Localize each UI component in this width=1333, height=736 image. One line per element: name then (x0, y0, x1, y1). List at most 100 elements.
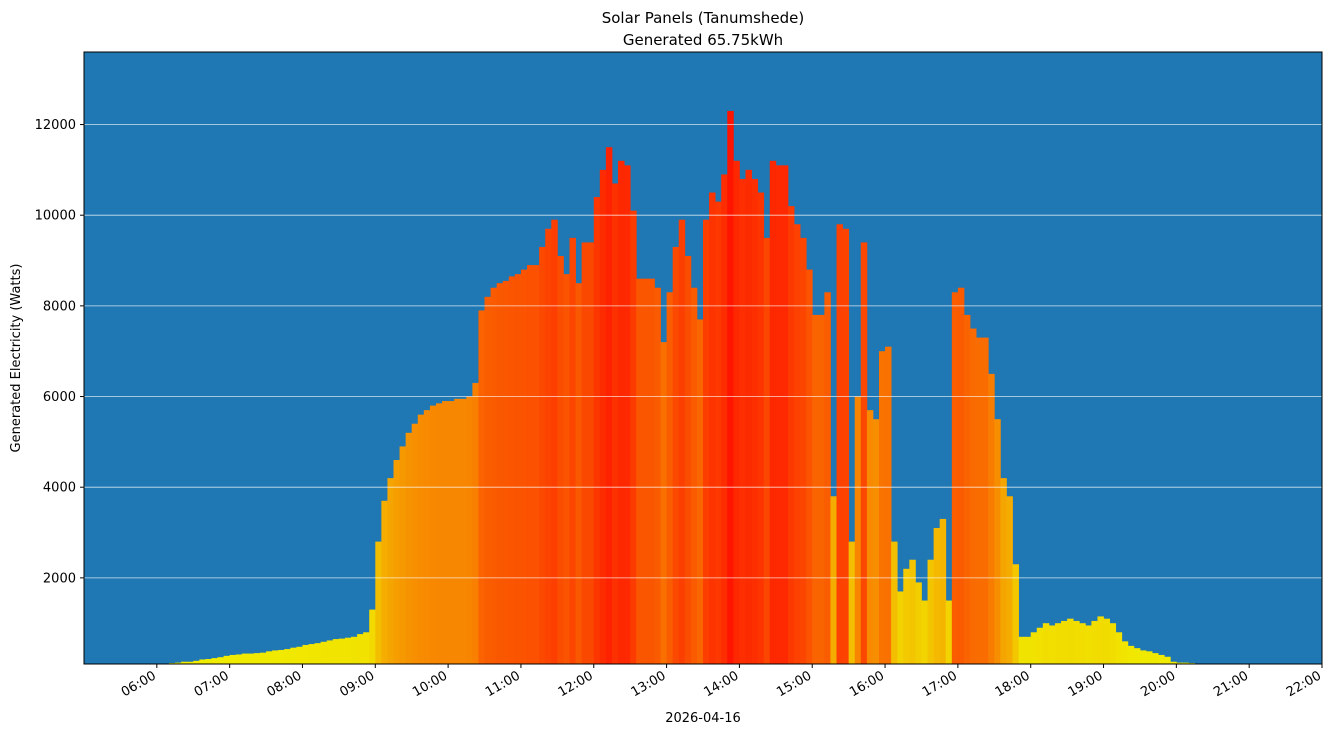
bar (678, 219, 686, 664)
bar (387, 478, 394, 664)
x-tick-label: 17:00 (920, 668, 960, 700)
bar (794, 224, 801, 664)
bar (502, 280, 510, 664)
bar (539, 246, 546, 664)
bar (332, 639, 340, 664)
bar (721, 174, 728, 664)
bar (988, 373, 995, 664)
bar (442, 401, 449, 664)
bar (957, 287, 965, 664)
y-tick-label: 4000 (43, 481, 76, 496)
x-axis-label: 2026-04-16 (665, 711, 741, 726)
bar (272, 650, 279, 664)
bar (812, 314, 819, 664)
bar (982, 337, 989, 664)
bar (1097, 616, 1104, 664)
y-tick-label: 6000 (43, 390, 76, 405)
bar (951, 292, 959, 664)
bar (605, 147, 613, 664)
bar (945, 600, 953, 664)
x-tick-label: 21:00 (1211, 668, 1251, 700)
x-tick-label: 07:00 (192, 668, 232, 700)
bar (284, 649, 291, 664)
bar (1164, 656, 1171, 664)
bars (144, 110, 1195, 664)
bar (1152, 653, 1159, 664)
bar (703, 219, 710, 664)
y-tick-label: 10000 (35, 209, 76, 224)
bar (1127, 645, 1135, 664)
bar (1109, 623, 1117, 664)
bar (1061, 620, 1068, 664)
bar (314, 643, 322, 664)
x-tick-label: 12:00 (556, 668, 596, 700)
y-tick-label: 8000 (43, 299, 76, 314)
bar (302, 644, 309, 664)
bar (787, 206, 795, 664)
bar (393, 460, 400, 664)
bar (897, 591, 904, 664)
bar (642, 278, 649, 664)
bar (1103, 618, 1110, 664)
bar (241, 653, 249, 664)
bar (223, 655, 231, 664)
bar (551, 219, 558, 664)
bar (1018, 636, 1026, 664)
bar (970, 328, 977, 664)
bar (854, 396, 862, 664)
x-tick-label: 19:00 (1066, 668, 1106, 700)
bar (836, 224, 843, 664)
bar (769, 160, 777, 664)
bar (1030, 632, 1038, 664)
bar (1115, 632, 1123, 664)
bar (672, 246, 680, 664)
bar (842, 228, 850, 664)
bar (891, 541, 898, 664)
chart-title: Solar Panels (Tanumshede) (602, 9, 805, 27)
chart-subtitle: Generated 65.75kWh (623, 31, 783, 49)
bar (235, 654, 243, 664)
bar (593, 197, 601, 664)
bar (939, 518, 947, 664)
x-tick-label: 11:00 (483, 668, 523, 700)
bar (921, 600, 928, 664)
bar (545, 228, 552, 664)
bar (630, 210, 637, 664)
bar (411, 423, 419, 664)
bar (357, 634, 364, 664)
bar (399, 446, 407, 664)
x-tick-label: 15:00 (774, 668, 814, 700)
bar (381, 500, 388, 664)
bar (709, 192, 716, 664)
bar (690, 287, 698, 664)
x-tick-label: 09:00 (337, 668, 377, 700)
bar (599, 169, 607, 664)
bar (666, 292, 674, 664)
x-tick-label: 08:00 (265, 668, 305, 700)
bar (654, 287, 661, 664)
bar (1182, 662, 1189, 664)
bar (527, 265, 534, 664)
bar (1176, 662, 1183, 664)
x-tick-label: 22:00 (1284, 668, 1324, 700)
bar (1048, 625, 1056, 664)
bar (994, 419, 1001, 664)
bar (824, 292, 831, 664)
bar (624, 165, 631, 664)
bar (423, 410, 431, 664)
bar (217, 657, 224, 664)
bar (199, 659, 206, 664)
bar (320, 641, 328, 664)
bar (290, 647, 297, 664)
bar (1000, 478, 1007, 664)
bar (800, 237, 807, 664)
bar (909, 559, 916, 664)
bar (211, 658, 218, 664)
bar (1121, 641, 1129, 664)
bar (429, 405, 437, 664)
bar (296, 646, 303, 664)
x-tick-label: 14:00 (701, 668, 741, 700)
y-tick-label: 12000 (35, 118, 76, 133)
bar (557, 256, 564, 664)
